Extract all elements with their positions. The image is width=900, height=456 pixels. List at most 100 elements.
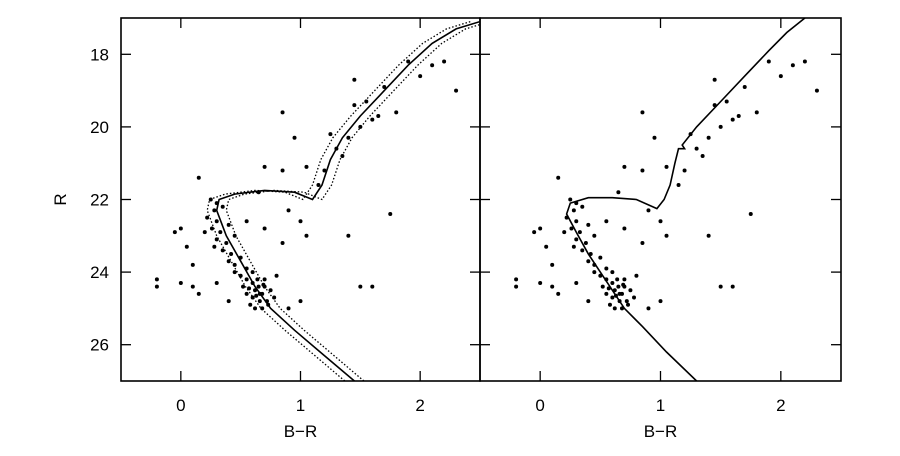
star-point bbox=[264, 299, 269, 304]
star-point bbox=[241, 284, 246, 289]
star-point bbox=[604, 266, 609, 271]
star-point bbox=[617, 299, 622, 304]
star-point bbox=[304, 233, 309, 238]
star-point bbox=[212, 244, 217, 249]
star-point bbox=[600, 284, 605, 289]
star-point bbox=[214, 219, 219, 224]
star-point bbox=[586, 222, 591, 227]
star-point bbox=[238, 255, 243, 260]
star-point bbox=[658, 219, 663, 224]
x-axis-label: B−R bbox=[644, 422, 678, 441]
star-point bbox=[208, 197, 213, 202]
star-point bbox=[394, 110, 399, 115]
star-point bbox=[154, 284, 159, 289]
star-point bbox=[220, 204, 225, 209]
star-point bbox=[190, 284, 195, 289]
star-point bbox=[274, 273, 279, 278]
star-point bbox=[346, 233, 351, 238]
star-point bbox=[286, 208, 291, 213]
star-point bbox=[616, 190, 621, 195]
isochrone bbox=[206, 20, 471, 381]
star-point bbox=[574, 280, 579, 285]
star-point bbox=[196, 291, 201, 296]
star-point bbox=[272, 295, 277, 300]
star-point bbox=[598, 273, 603, 278]
plot-area bbox=[154, 20, 480, 381]
star-point bbox=[220, 248, 225, 253]
star-point bbox=[262, 277, 267, 282]
star-point bbox=[205, 215, 210, 220]
y-tick-label: 24 bbox=[90, 263, 109, 282]
star-point bbox=[613, 293, 618, 298]
star-point bbox=[257, 299, 262, 304]
star-point bbox=[238, 273, 243, 278]
star-point bbox=[580, 204, 585, 209]
star-point bbox=[634, 273, 639, 278]
star-point bbox=[532, 230, 537, 235]
star-point bbox=[382, 84, 387, 89]
star-point bbox=[604, 219, 609, 224]
star-point bbox=[218, 230, 223, 235]
x-tick-label: 2 bbox=[776, 396, 785, 415]
star-point bbox=[184, 244, 189, 249]
star-point bbox=[334, 146, 339, 151]
star-point bbox=[592, 233, 597, 238]
isochrone bbox=[225, 23, 480, 381]
star-point bbox=[622, 164, 627, 169]
star-point bbox=[646, 208, 651, 213]
star-point bbox=[328, 132, 333, 137]
star-point bbox=[226, 259, 231, 264]
star-point bbox=[209, 226, 214, 231]
star-point bbox=[352, 77, 357, 82]
star-point bbox=[190, 262, 195, 267]
star-point bbox=[664, 233, 669, 238]
star-point bbox=[583, 241, 588, 246]
star-point bbox=[766, 59, 771, 64]
star-point bbox=[622, 277, 627, 282]
star-point bbox=[664, 164, 669, 169]
star-point bbox=[266, 302, 271, 307]
star-point bbox=[214, 237, 219, 242]
star-point bbox=[232, 270, 237, 275]
star-point bbox=[586, 259, 591, 264]
star-point bbox=[292, 135, 297, 140]
star-point bbox=[610, 295, 615, 300]
star-point bbox=[676, 182, 681, 187]
star-point bbox=[229, 251, 234, 256]
star-point bbox=[610, 280, 615, 285]
star-point bbox=[604, 291, 609, 296]
star-point bbox=[574, 219, 579, 224]
y-tick-label: 20 bbox=[90, 118, 109, 137]
star-point bbox=[248, 302, 253, 307]
y-tick-label: 18 bbox=[90, 45, 109, 64]
star-point bbox=[604, 277, 609, 282]
x-tick-label: 0 bbox=[176, 396, 185, 415]
star-point bbox=[178, 226, 183, 231]
star-point bbox=[298, 299, 303, 304]
star-point bbox=[700, 153, 705, 158]
star-point bbox=[250, 295, 255, 300]
star-point bbox=[418, 74, 423, 79]
star-point bbox=[232, 233, 237, 238]
star-point bbox=[790, 63, 795, 68]
star-point bbox=[406, 59, 411, 64]
y-tick-label: 22 bbox=[90, 191, 109, 210]
star-point bbox=[730, 284, 735, 289]
star-point bbox=[706, 135, 711, 140]
star-point bbox=[612, 288, 617, 293]
star-point bbox=[454, 88, 459, 93]
star-point bbox=[658, 299, 663, 304]
star-point bbox=[706, 233, 711, 238]
plot-frame bbox=[120, 17, 481, 382]
star-point bbox=[340, 153, 345, 158]
star-point bbox=[250, 280, 255, 285]
star-point bbox=[514, 284, 519, 289]
star-point bbox=[253, 306, 258, 311]
star-point bbox=[376, 114, 381, 119]
star-point bbox=[778, 74, 783, 79]
star-point bbox=[154, 277, 159, 282]
star-point bbox=[718, 124, 723, 129]
star-point bbox=[358, 124, 363, 129]
star-point bbox=[730, 117, 735, 122]
